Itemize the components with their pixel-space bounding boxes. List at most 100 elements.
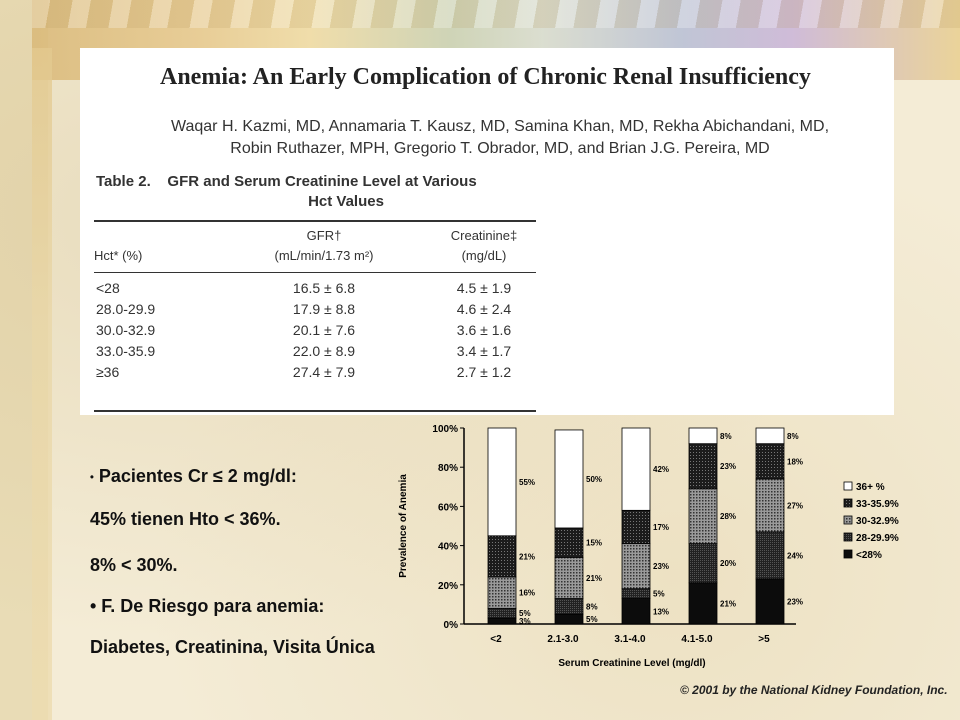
- text-line-3: 8% < 30%.: [90, 555, 178, 575]
- y-tick-label: 100%: [432, 424, 458, 435]
- table-cell-gfr: 27.4 ± 7.9: [292, 364, 356, 380]
- data-label: 21%: [519, 552, 535, 561]
- stacked-bar-chart: 0% 20% 40% 60% 80% 100% Prevalence of Anemia Se…: [398, 424, 899, 669]
- data-label: 16%: [519, 589, 535, 598]
- bar-segment: [688, 443, 718, 490]
- legend-label: 36+ %: [856, 482, 885, 493]
- data-label: 23%: [720, 462, 736, 471]
- data-label: 8%: [720, 432, 732, 441]
- legend-label: <28%: [856, 550, 882, 561]
- data-label: 18%: [787, 457, 803, 466]
- legend-label: 28-29.9%: [856, 533, 899, 544]
- bar-segment: [487, 607, 517, 619]
- bar-segment: [755, 478, 785, 533]
- x-tick-label: 4.1-5.0: [681, 634, 713, 645]
- table-cell-gfr: 22.0 ± 8.9: [292, 343, 356, 359]
- bar-segment: [688, 582, 718, 625]
- bar-segment: [755, 531, 785, 580]
- y-tick-label: 60%: [438, 502, 458, 513]
- data-label: 42%: [653, 465, 669, 474]
- table-header-rule: [94, 272, 536, 273]
- x-tick-label: >5: [758, 634, 770, 645]
- bar-segment: [755, 578, 785, 625]
- bullet-1-mark: •: [90, 471, 94, 484]
- data-label: 23%: [653, 562, 669, 571]
- authors-line-2: Robin Ruthazer, MPH, Gregorio T. Obrador…: [230, 140, 770, 157]
- bar-segment: [554, 527, 584, 558]
- table-cell-hct: ≥36: [96, 364, 120, 380]
- data-label: 24%: [787, 551, 803, 560]
- table-top-rule: [94, 220, 536, 222]
- y-tick-label: 0%: [444, 620, 459, 631]
- legend-label: 30-32.9%: [856, 516, 899, 527]
- data-label: 27%: [787, 501, 803, 510]
- y-tick-label: 40%: [438, 542, 458, 553]
- col-gfr-header-1: GFR†: [306, 228, 342, 243]
- table-cell-hct: 28.0-29.9: [96, 301, 156, 317]
- decorative-left-strip: [32, 48, 52, 720]
- bar-segment: [755, 443, 785, 480]
- col-cr-header-1: Creatinine‡: [450, 228, 518, 243]
- bullet-1: • Pacientes Cr ≤ 2 mg/dl:: [90, 466, 297, 487]
- bar-segment: [554, 429, 584, 529]
- x-tick-label: <2: [490, 634, 502, 645]
- table-cell-hct: 30.0-32.9: [96, 322, 156, 338]
- table-cell-hct: 33.0-35.9: [96, 343, 156, 359]
- text-line-5: Diabetes, Creatinina, Visita Única: [90, 637, 375, 657]
- legend-swatch: [843, 481, 853, 491]
- bullet-1-text: Pacientes Cr ≤ 2 mg/dl:: [98, 466, 297, 486]
- table-2: Table 2. GFR and Serum Creatinine Level …: [94, 172, 536, 412]
- table-title-line-2: Hct Values: [308, 193, 384, 210]
- table-cell-cr: 4.6 ± 2.4: [456, 301, 512, 317]
- bar-segment: [621, 598, 651, 625]
- table-cell-hct: <28: [96, 280, 120, 296]
- table-cell-cr: 2.7 ± 1.2: [456, 364, 512, 380]
- data-label: 50%: [586, 475, 602, 484]
- authors-line-1: Waqar H. Kazmi, MD, Annamaria T. Kausz, …: [170, 118, 830, 135]
- y-tick-label: 80%: [438, 463, 458, 474]
- bar-segment: [487, 576, 517, 609]
- table-cell-gfr: 16.5 ± 6.8: [292, 280, 356, 296]
- bar-segment: [755, 427, 785, 445]
- col-cr-header-2: (mg/dL): [461, 248, 507, 263]
- data-label: 55%: [519, 478, 535, 487]
- copyright: © 2001 by the National Kidney Foundation…: [680, 683, 948, 697]
- table-label: Table 2.: [96, 173, 151, 190]
- bar-segment: [621, 543, 651, 590]
- table-cell-cr: 3.6 ± 1.6: [456, 322, 512, 338]
- legend-swatch: [843, 549, 853, 559]
- legend-swatch: [843, 515, 853, 525]
- bar-segment: [688, 488, 718, 545]
- decorative-banner-stripe: [32, 0, 960, 28]
- bar-segment: [487, 427, 517, 537]
- table-cell-cr: 3.4 ± 1.7: [456, 343, 512, 359]
- bullet-4: • F. De Riesgo para anemia:: [90, 596, 325, 616]
- bar-segment: [621, 509, 651, 545]
- y-tick-label: 20%: [438, 581, 458, 592]
- legend-swatch: [843, 498, 853, 508]
- x-axis-label: Serum Creatinine Level (mg/dl): [558, 658, 705, 669]
- bar-segment: [554, 556, 584, 599]
- bar-segment: [487, 617, 517, 625]
- data-label: 28%: [720, 512, 736, 521]
- col-gfr-header-2: (mL/min/1.73 m²): [274, 248, 374, 263]
- bar-segment: [688, 543, 718, 584]
- y-axis-label: Prevalence of Anemia: [398, 474, 409, 578]
- bar-segment: [487, 535, 517, 578]
- table-cell-cr: 4.5 ± 1.9: [456, 280, 512, 296]
- data-label: 17%: [653, 523, 669, 532]
- data-label: 20%: [720, 559, 736, 568]
- bar-segment: [621, 427, 651, 511]
- bar-segment: [554, 598, 584, 615]
- table-title-line-1: GFR and Serum Creatinine Level at Variou…: [167, 173, 477, 190]
- legend-label: 33-35.9%: [856, 499, 899, 510]
- data-label: 3%: [519, 617, 531, 626]
- data-label: 23%: [787, 597, 803, 606]
- data-label: 21%: [586, 574, 602, 583]
- data-label: 21%: [720, 599, 736, 608]
- text-line-2: 45% tienen Hto < 36%.: [90, 509, 281, 529]
- paper-excerpt: [80, 48, 894, 415]
- paper-authors: Waqar H. Kazmi, MD, Annamaria T. Kausz, …: [150, 116, 850, 160]
- x-tick-label: 3.1-4.0: [614, 634, 646, 645]
- data-label: 5%: [586, 615, 598, 624]
